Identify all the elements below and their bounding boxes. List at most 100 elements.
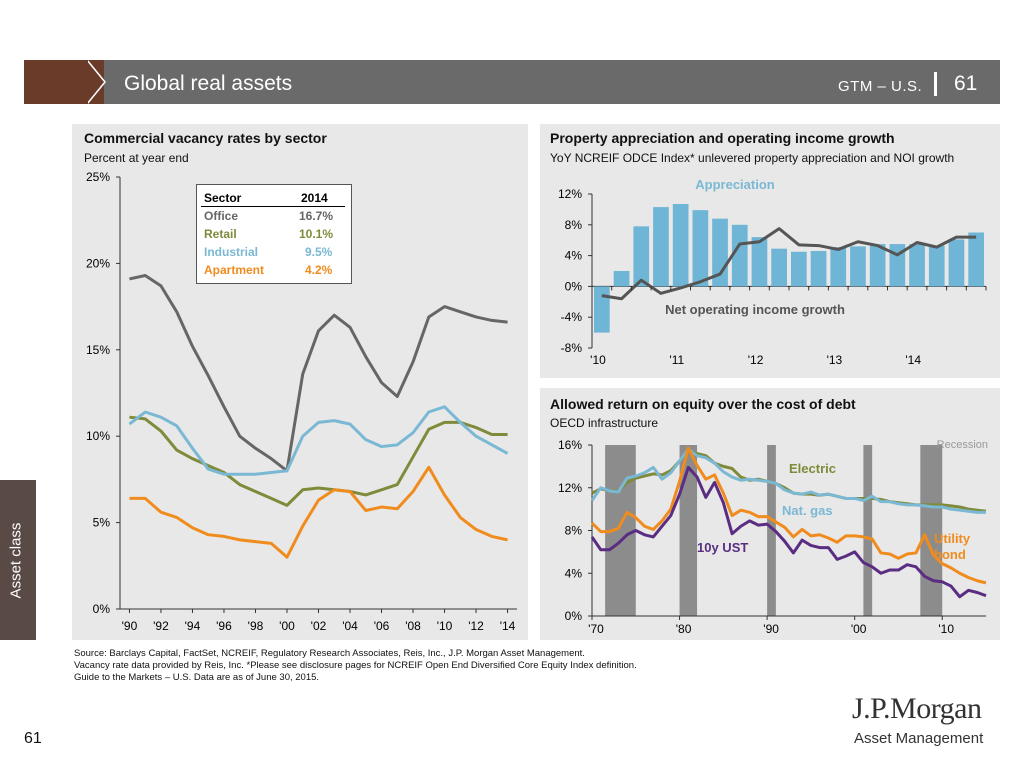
- y-tick-label: 0%: [565, 609, 583, 623]
- electric-label: Electric: [789, 461, 836, 476]
- ust-10y-line: [590, 465, 987, 599]
- y-tick-label: 8%: [565, 218, 583, 232]
- utility-bond-line: [590, 446, 987, 585]
- table-row-label: Office: [204, 209, 239, 223]
- header-chevron: [86, 60, 104, 104]
- appreciation-bar: [672, 204, 689, 287]
- y-tick-label: 4%: [565, 566, 583, 580]
- noi-growth-line: [601, 227, 977, 301]
- recession-band: [767, 445, 776, 616]
- x-tick-label: '06: [374, 619, 390, 633]
- y-tick-label: 8%: [565, 524, 583, 538]
- appreciation-label: Appreciation: [695, 177, 775, 192]
- source-line: Source: Barclays Capital, FactSet, NCREI…: [74, 648, 585, 659]
- table-divider: [201, 206, 345, 207]
- x-tick-label: '10: [590, 353, 606, 367]
- x-tick-label: '08: [405, 619, 421, 633]
- series-line-retail: [129, 415, 508, 507]
- x-tick-label: '10: [938, 622, 954, 636]
- section-label: GTM – U.S.: [838, 78, 923, 95]
- x-tick-label: '00: [279, 619, 295, 633]
- appreciation-bar: [869, 244, 886, 287]
- recession-label: Recession: [937, 439, 988, 451]
- appreciation-bar: [909, 244, 925, 287]
- recession-band: [863, 445, 873, 616]
- x-tick-label: '11: [669, 353, 684, 367]
- table-row-value: 16.7%: [299, 209, 334, 223]
- chart-title: Property appreciation and operating inco…: [550, 130, 895, 146]
- x-tick-label: '10: [437, 619, 453, 633]
- side-tab-label: Asset class: [7, 522, 25, 599]
- chart-title: Commercial vacancy rates by sector: [84, 130, 327, 146]
- appreciation-bar: [968, 232, 984, 287]
- series-line-office: [129, 273, 508, 473]
- side-tab: [0, 480, 36, 640]
- x-tick-label: '00: [851, 622, 867, 636]
- x-tick-label: '14: [500, 619, 516, 633]
- nat-gas-label: Nat. gas: [782, 503, 833, 518]
- appreciation-bar: [850, 246, 866, 287]
- x-tick-label: '92: [153, 619, 169, 633]
- table-header-sector: Sector: [204, 191, 242, 205]
- y-tick-label: 10%: [86, 429, 110, 443]
- ust-10y-label: 10y UST: [697, 540, 748, 555]
- table-row-label: Industrial: [204, 245, 259, 259]
- logo-wordmark: J.P.Morgan: [852, 692, 982, 725]
- appreciation-bar: [791, 251, 807, 287]
- x-tick-label: '80: [676, 622, 692, 636]
- x-tick-label: '98: [248, 619, 264, 633]
- appreciation-bar: [810, 250, 827, 287]
- series-line-industrial: [128, 405, 509, 476]
- header-divider: [934, 72, 937, 96]
- appreciation-bar: [653, 207, 669, 287]
- x-tick-label: '12: [748, 353, 764, 367]
- table-row-value: 4.2%: [305, 263, 333, 277]
- appreciation-bar: [751, 237, 768, 287]
- y-tick-label: 12%: [558, 481, 582, 495]
- table-row-label: Apartment: [204, 263, 265, 277]
- vacancy-chart: 0% 5% 10% 15% 20% 25% '90 '92 '94 '96 '98 '00 '02 '04…: [86, 170, 517, 633]
- appreciation-bar: [830, 247, 847, 287]
- chart-subtitle: OECD infrastructure: [550, 416, 659, 430]
- nat-gas-line: [590, 447, 986, 514]
- x-tick-label: '13: [827, 353, 843, 367]
- page-number: 61: [24, 730, 42, 747]
- table-row-value: 10.1%: [299, 227, 334, 241]
- y-tick-label: 4%: [565, 249, 583, 263]
- y-tick-label: -4%: [561, 310, 583, 324]
- x-tick-label: '90: [763, 622, 779, 636]
- logo-subtitle: Asset Management: [854, 730, 984, 747]
- header-bar: [104, 60, 1000, 104]
- y-tick-label: 20%: [86, 256, 110, 270]
- x-tick-label: '90: [122, 619, 138, 633]
- source-line: Vacancy rate data provided by Reis, Inc.…: [74, 660, 637, 671]
- y-tick-label: 5%: [93, 516, 111, 530]
- x-tick-label: '04: [342, 619, 358, 633]
- noi-label: Net operating income growth: [665, 302, 845, 317]
- y-tick-label: 0%: [93, 602, 111, 616]
- roe-chart: Recession 0% 4% 8% 12% 16% '70 '80 '90 '00 '10 Elec…: [558, 438, 988, 636]
- series-line-apartment: [129, 465, 508, 559]
- roe-chart-panel: Allowed return on equity over the cost o…: [540, 388, 1000, 640]
- source-line: Guide to the Markets – U.S. Data are as …: [74, 672, 320, 683]
- x-tick-label: '70: [588, 622, 604, 636]
- appreciation-bar: [594, 286, 610, 333]
- table-row-value: 9.5%: [305, 245, 333, 259]
- utility-bond-label: Utility: [934, 531, 971, 546]
- appreciation-bar: [613, 271, 630, 287]
- y-tick-label: 15%: [86, 343, 110, 357]
- appreciation-bar: [948, 239, 965, 287]
- appreciation-bar: [771, 248, 787, 287]
- x-tick-label: '96: [216, 619, 232, 633]
- y-tick-label: 12%: [558, 187, 582, 201]
- vacancy-table: Sector 2014 Office 16.7% Retail 10.1% In…: [196, 184, 352, 284]
- x-tick-label: '94: [185, 619, 201, 633]
- header-page-number: 61: [954, 72, 978, 95]
- recession-band: [679, 445, 698, 616]
- chart-subtitle: YoY NCREIF ODCE Index* unlevered propert…: [550, 151, 955, 165]
- appreciation-bar: [731, 224, 748, 287]
- chart-subtitle: Percent at year end: [84, 151, 189, 165]
- utility-bond-label: bond: [934, 547, 966, 562]
- appreciation-bar: [633, 226, 650, 287]
- y-tick-label: 16%: [558, 438, 582, 452]
